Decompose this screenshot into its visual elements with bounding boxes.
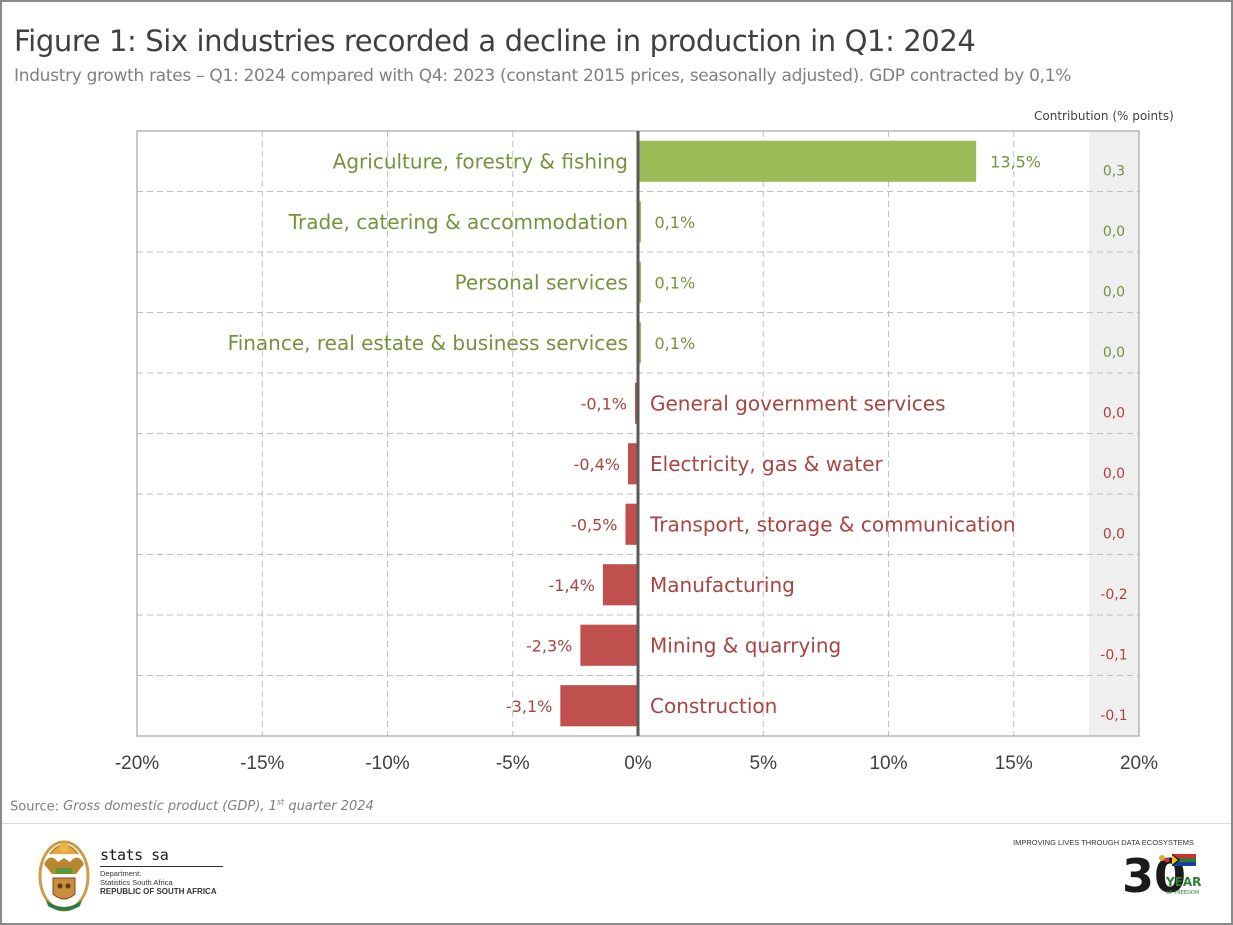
value-label: -0,4% — [574, 455, 620, 474]
value-label: 0,1% — [655, 213, 696, 232]
anniversary-subtitle: OF FREEDOM — [1166, 890, 1199, 896]
value-labels: 13,5% 0,1% 0,1% 0,1% -0,1% -0,4% -0,5% -1,4% -2,… — [506, 152, 1041, 716]
contribution-header: Contribution (% points) — [1034, 109, 1174, 123]
bar-chart: Agriculture, forestry & fishing Trade, ca… — [115, 130, 1158, 774]
source-prefix: Source: — [10, 799, 64, 815]
value-label: -2,3% — [526, 636, 572, 655]
org-divider — [100, 866, 223, 867]
bar — [638, 140, 977, 182]
category-label: Manufacturing — [650, 573, 795, 597]
bars — [560, 140, 977, 727]
contribution-label: 0,0 — [1103, 224, 1125, 240]
contribution-label: 0,0 — [1103, 284, 1125, 300]
bar — [602, 564, 638, 606]
value-label: 0,1% — [655, 334, 696, 353]
dept-line-3: REPUBLIC OF SOUTH AFRICA — [100, 887, 217, 896]
category-label: Agriculture, forestry & fishing — [333, 149, 628, 173]
category-label: Personal services — [455, 270, 628, 294]
contribution-label: 0,0 — [1103, 466, 1125, 482]
value-label: -0,5% — [571, 515, 617, 534]
bar — [627, 443, 638, 485]
bar — [560, 685, 638, 727]
contribution-label: -0,1 — [1100, 647, 1127, 663]
org-name: stats sa — [100, 846, 169, 864]
x-tick-label: -5% — [496, 753, 530, 774]
thirty-years-freedom-logo-icon: 30 YEARS OF FREEDOM — [1122, 849, 1202, 903]
x-axis-tick-labels: -20% -15% -10% -5% 0% 5% 10% 15% 20% — [115, 753, 1158, 774]
source-title: Gross domestic product (GDP), 1 — [63, 799, 277, 815]
category-label: Mining & quarrying — [650, 633, 841, 657]
contribution-labels: 0,3 0,0 0,0 0,0 0,0 0,0 0,0 -0,2 -0,1 -0,1 — [1100, 163, 1127, 724]
tagline: IMPROVING LIVES THROUGH DATA ECOSYSTEMS — [1013, 838, 1194, 847]
contribution-label: 0,3 — [1103, 163, 1125, 179]
category-label: Trade, catering & accommodation — [288, 210, 628, 234]
coat-of-arms-icon — [38, 840, 90, 912]
category-label: Finance, real estate & business services — [228, 331, 628, 355]
category-label: Transport, storage & communication — [649, 512, 1016, 536]
category-labels: Agriculture, forestry & fishing Trade, ca… — [228, 149, 1016, 718]
category-label: Construction — [650, 694, 777, 718]
x-tick-label: -20% — [115, 753, 159, 774]
x-tick-label: 5% — [750, 753, 778, 774]
value-label: -0,1% — [581, 394, 627, 413]
chart-subtitle: Industry growth rates – Q1: 2024 compare… — [14, 66, 1072, 86]
source-publication: Gross domestic product (GDP), 1st quarte… — [63, 798, 374, 815]
x-tick-label: -15% — [240, 753, 284, 774]
chart-title: Figure 1: Six industries recorded a decl… — [14, 24, 976, 58]
category-label: Electricity, gas & water — [650, 452, 884, 476]
source-superscript: st — [276, 798, 285, 807]
x-tick-label: 0% — [624, 753, 652, 774]
dept-line-2: Statistics South Africa — [100, 878, 173, 887]
value-label: -1,4% — [549, 576, 595, 595]
anniversary-word: YEARS — [1165, 875, 1202, 889]
contribution-label: 0,0 — [1103, 526, 1125, 542]
bar — [625, 503, 638, 545]
department-text: Department: Statistics South Africa REPU… — [100, 869, 217, 896]
contribution-label: 0,0 — [1103, 405, 1125, 421]
country-name: REPUBLIC OF SOUTH AFRICA — [100, 887, 217, 896]
x-tick-label: -10% — [365, 753, 409, 774]
value-label: 13,5% — [990, 152, 1041, 171]
dept-line-1: Department: — [100, 869, 142, 878]
contribution-label: -0,1 — [1100, 708, 1127, 724]
x-tick-label: 20% — [1120, 753, 1158, 774]
value-label: -3,1% — [506, 697, 552, 716]
source-suffix: quarter 2024 — [284, 799, 374, 815]
footer-separator — [2, 823, 1231, 824]
contribution-label: -0,2 — [1100, 587, 1127, 603]
bar — [580, 624, 638, 666]
x-tick-label: 15% — [995, 753, 1033, 774]
category-label: General government services — [650, 391, 946, 415]
source-note: Source: Gross domestic product (GDP), 1s… — [10, 798, 374, 814]
contribution-label: 0,0 — [1103, 345, 1125, 361]
x-tick-label: 10% — [869, 753, 907, 774]
value-label: 0,1% — [655, 273, 696, 292]
